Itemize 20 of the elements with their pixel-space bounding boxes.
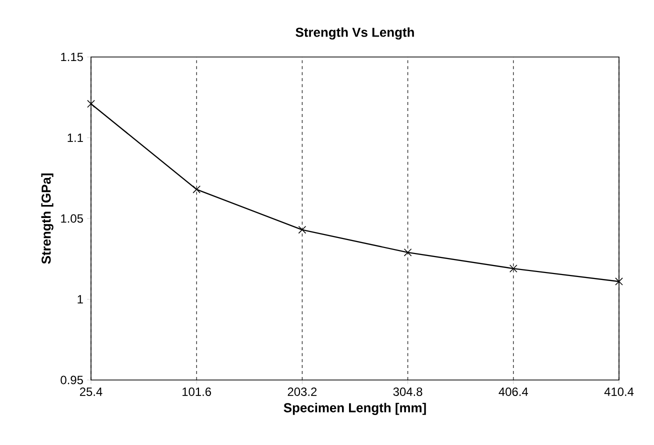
y-tick-label: 0.95: [60, 376, 83, 384]
x-tick-label: 410.4: [604, 388, 634, 396]
point: [615, 278, 623, 286]
y-tick-label: 1.1: [68, 134, 83, 142]
chart-title: Strength Vs Length: [296, 27, 414, 40]
y-tick-label: 1.05: [61, 214, 83, 223]
x-tick-label: 203.2: [288, 388, 317, 396]
point: [404, 248, 412, 256]
x-tick-label: 406.4: [498, 388, 528, 396]
point: [509, 264, 518, 272]
point: [298, 226, 306, 234]
y-axis-title: Strength [GPa]: [41, 174, 54, 264]
point: [192, 185, 201, 194]
x-tick-label: 304.8: [393, 388, 422, 396]
y-tick-label: 1: [78, 295, 83, 304]
x-tick-label: 25.4: [80, 388, 102, 396]
y-tick-label: 1.15: [61, 52, 83, 62]
x-tick-label: 101.6: [182, 388, 212, 396]
x-axis-title: Specimen Length [mm]: [284, 402, 426, 415]
point: [87, 100, 95, 108]
